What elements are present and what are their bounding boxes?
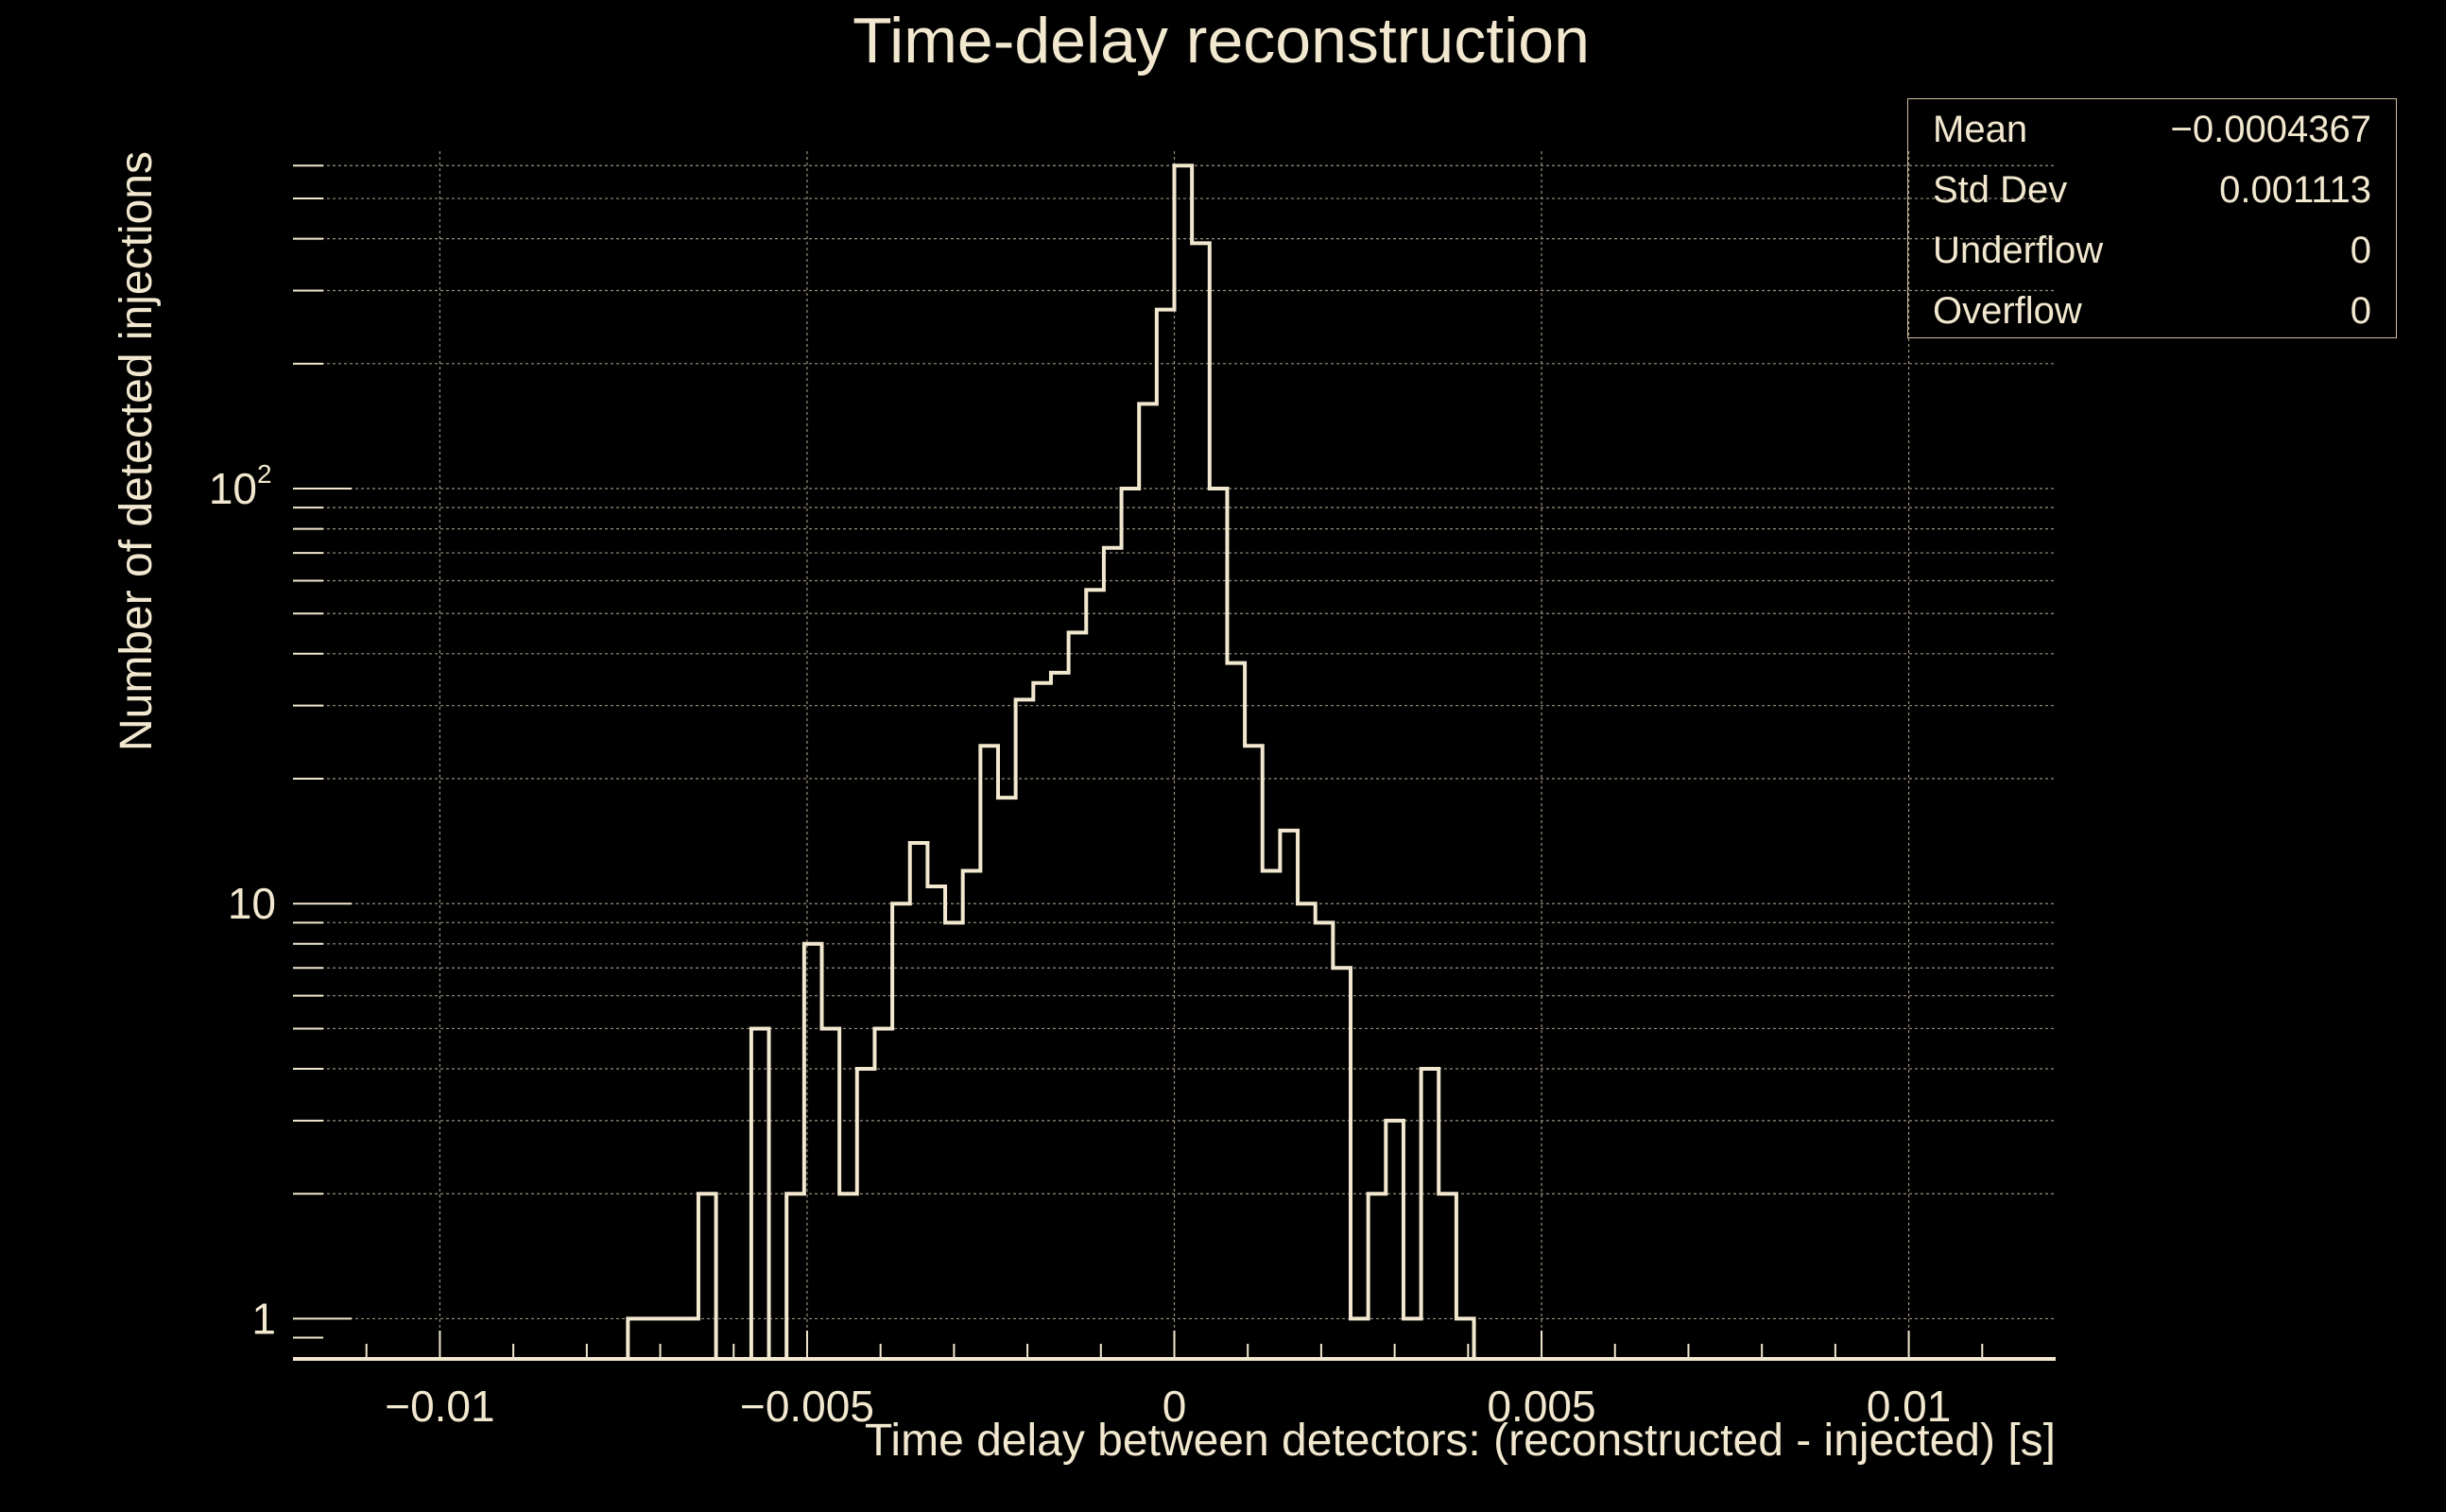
stat-row-underflow: Underflow 0 [1933, 230, 2371, 286]
grid-lines [293, 151, 2056, 1359]
chart-title: Time-delay reconstruction [853, 5, 1590, 77]
y-tick-label: 10 [228, 879, 276, 928]
x-tick-label: 0.005 [1487, 1382, 1595, 1431]
x-axis-label: Time delay between detectors: (reconstru… [865, 1416, 2056, 1466]
stat-label: Std Dev [1933, 169, 2068, 211]
stat-value: 0 [2350, 290, 2371, 332]
axis-ticks [293, 164, 1984, 1359]
stat-value: 0 [2350, 230, 2371, 271]
y-axis-label: Number of detected injections [112, 151, 162, 751]
x-tick-label: −0.005 [740, 1382, 874, 1431]
stat-row-overflow: Overflow 0 [1933, 290, 2371, 347]
x-tick-label: 0.01 [1867, 1382, 1952, 1431]
stats-box: Mean −0.0004367 Std Dev 0.001113 Underfl… [1907, 98, 2397, 338]
stat-label: Overflow [1933, 290, 2082, 332]
stat-label: Mean [1933, 109, 2028, 150]
stat-label: Underflow [1933, 230, 2104, 271]
stat-value: 0.001113 [2219, 169, 2371, 211]
y-tick-label: 1 [251, 1294, 276, 1343]
x-tick-label: −0.01 [385, 1382, 494, 1431]
stat-value: −0.0004367 [2170, 109, 2371, 150]
y-tick-exponent: 2 [257, 459, 272, 489]
stat-row-std-dev: Std Dev 0.001113 [1933, 169, 2371, 226]
x-tick-label: 0 [1163, 1382, 1187, 1431]
y-tick-label: 10 [209, 464, 257, 513]
stat-row-mean: Mean −0.0004367 [1933, 109, 2371, 165]
